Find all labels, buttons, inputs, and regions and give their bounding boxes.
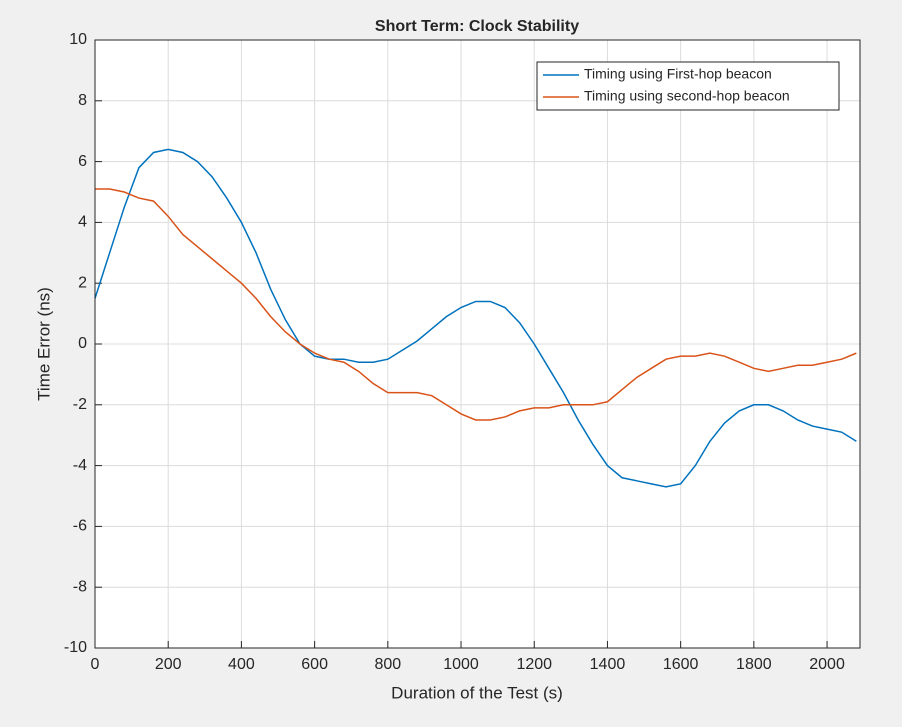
legend-label: Timing using second-hop beacon <box>584 88 790 104</box>
y-tick-label: -8 <box>73 578 87 595</box>
x-tick-label: 2000 <box>809 656 845 673</box>
legend-box <box>536 61 840 111</box>
axes-box <box>94 39 861 649</box>
x-tick-label: 1600 <box>663 656 699 673</box>
y-axis-label: Time Error (ns) <box>34 287 53 401</box>
x-tick-label: 1200 <box>516 656 552 673</box>
y-tick-label: 2 <box>78 274 87 291</box>
x-tick-label: 1000 <box>443 656 479 673</box>
x-axis-label: Duration of the Test (s) <box>391 683 563 702</box>
x-tick-label: 1800 <box>736 656 772 673</box>
y-tick-label: 8 <box>78 92 87 109</box>
series-line <box>95 188 857 421</box>
y-tick-label: 10 <box>69 31 87 48</box>
y-tick-label: -2 <box>73 396 87 413</box>
x-tick-label: 1400 <box>590 656 626 673</box>
y-tick-label: -10 <box>64 639 87 656</box>
x-tick-label: 400 <box>228 656 255 673</box>
legend-label: Timing using First-hop beacon <box>584 66 772 82</box>
x-tick-label: 200 <box>155 656 182 673</box>
x-tick-label: 0 <box>91 656 100 673</box>
y-tick-label: 4 <box>78 214 87 231</box>
series-line <box>94 148 857 488</box>
x-tick-label: 600 <box>301 656 328 673</box>
y-tick-label: 0 <box>78 335 87 352</box>
y-tick-label: 6 <box>78 153 87 170</box>
chart-title: Short Term: Clock Stability <box>375 18 579 35</box>
y-tick-label: -6 <box>73 518 87 535</box>
x-tick-label: 800 <box>374 656 401 673</box>
y-tick-label: -4 <box>73 457 87 474</box>
